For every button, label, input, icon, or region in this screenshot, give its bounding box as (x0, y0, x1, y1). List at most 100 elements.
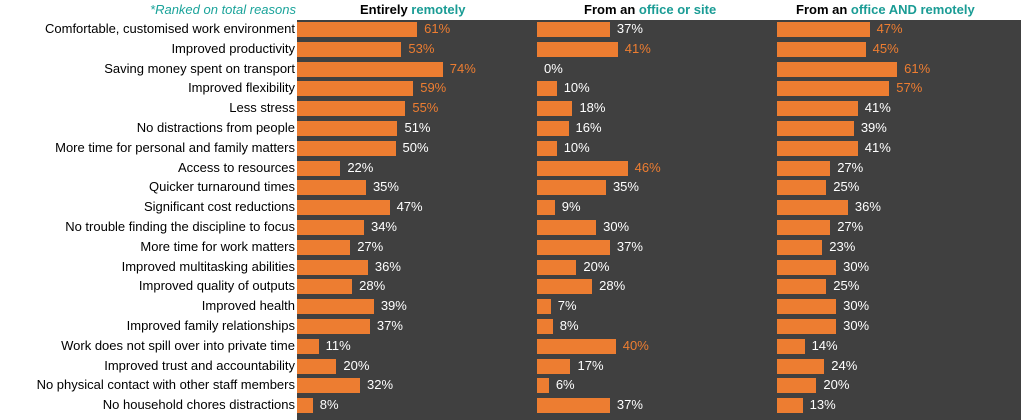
value-label: 6% (555, 377, 575, 393)
bar (537, 101, 573, 117)
bar (297, 160, 341, 176)
panel-header-prefix: From an (796, 2, 851, 17)
bar (537, 22, 610, 37)
category-label: Access to resources (177, 159, 295, 175)
value-label: 25% (833, 278, 860, 294)
bar (537, 121, 569, 136)
bar (777, 338, 805, 354)
bar (297, 22, 418, 37)
panel-3: 47% 45% 61% 57% 41% 39% 41% 27% 25% 36% 27% 23% 30% 2… (777, 20, 1021, 420)
bar (537, 160, 628, 176)
category-label: No household chores distractions (102, 397, 295, 413)
value-label: 30% (843, 318, 870, 333)
bar (777, 140, 858, 156)
value-label: 36% (374, 258, 401, 274)
bar (297, 61, 443, 77)
category-label: Work does not spill over into private ti… (61, 337, 295, 353)
panel-header-prefix: Entirely (360, 2, 412, 17)
category-label: No trouble finding the discipline to foc… (65, 219, 295, 234)
bar (777, 101, 858, 117)
bar (297, 239, 351, 255)
value-label: 51% (404, 120, 431, 135)
bar (297, 299, 374, 315)
value-label: 11% (325, 337, 351, 353)
value-label: 8% (559, 318, 579, 333)
bar (777, 180, 827, 196)
value-label: 37% (616, 21, 643, 36)
value-label: 45% (872, 40, 899, 56)
bar (297, 378, 361, 394)
bar (297, 140, 396, 156)
bar (777, 378, 817, 394)
value-label: 14% (811, 337, 838, 353)
value-label: 20% (583, 258, 610, 274)
value-label: 41% (864, 100, 891, 116)
category-label: Quicker turnaround times (149, 179, 295, 195)
panel-2: 37% 41% 0% 10% 18% 16% 10% 46% 35% 9% 30% 37% 20% 28%… (537, 20, 777, 420)
bar (537, 200, 555, 216)
panel-header-highlight: office AND remotely (850, 2, 975, 17)
value-label: 39% (380, 298, 407, 314)
value-label: 16% (575, 120, 602, 135)
value-label: 53% (408, 40, 435, 56)
ranking-note: *Ranked on total reasons (150, 2, 296, 17)
bar (777, 160, 831, 176)
bar (537, 220, 597, 235)
value-label: 39% (860, 120, 887, 135)
bar (537, 299, 551, 315)
value-label: 37% (376, 318, 403, 333)
bar (777, 41, 866, 57)
bar (297, 220, 364, 235)
value-label: 30% (843, 258, 870, 274)
value-label: 30% (603, 219, 630, 234)
bar (537, 319, 553, 334)
value-label: 22% (347, 159, 374, 175)
value-label: 8% (319, 397, 339, 413)
bar (777, 220, 831, 235)
value-label: 61% (424, 21, 451, 36)
value-label: 47% (876, 21, 903, 36)
value-label: 27% (837, 219, 864, 234)
bar (777, 121, 854, 136)
bar (777, 200, 848, 216)
value-label: 57% (896, 80, 923, 96)
category-label: Significant cost reductions (143, 199, 295, 215)
bar (537, 338, 616, 354)
bar (537, 358, 571, 374)
bar (537, 259, 577, 275)
value-label: 9% (561, 199, 581, 215)
category-label: Improved trust and accountability (104, 357, 295, 373)
value-label: 55% (412, 100, 439, 116)
value-label: 27% (837, 159, 864, 175)
bar (297, 200, 390, 216)
bar (777, 279, 827, 295)
category-label: Improved multitasking abilities (121, 258, 295, 274)
bar (297, 319, 370, 334)
category-label: Improved health (201, 298, 295, 314)
bar (777, 299, 837, 315)
value-label: 36% (854, 199, 881, 215)
value-label: 35% (612, 179, 639, 195)
bar (777, 61, 898, 77)
value-label: 18% (579, 100, 606, 116)
value-label: 50% (402, 139, 429, 155)
bar (537, 378, 549, 394)
value-label: 46% (634, 159, 661, 175)
panel-header-2: From an office or site (584, 2, 716, 17)
value-label: 30% (843, 298, 870, 314)
category-label: Less stress (229, 100, 295, 116)
bar (297, 398, 313, 414)
panel-header-highlight: office or site (638, 2, 717, 17)
panel-header-1: Entirely remotely (360, 2, 466, 17)
bar (297, 279, 353, 295)
value-label: 10% (563, 139, 590, 155)
value-label: 13% (809, 397, 836, 413)
value-label: 23% (829, 238, 856, 254)
category-label: Saving money spent on transport (104, 60, 295, 76)
bar (297, 259, 368, 275)
panel-header-highlight: remotely (411, 2, 466, 17)
panel-1: 61% 53% 74% 59% 55% 51% 50% 22% 35% 47% 34% 27% 36% 2… (297, 20, 537, 420)
value-label: 40% (622, 337, 649, 353)
value-label: 32% (367, 377, 394, 393)
category-label: No distractions from people (136, 120, 295, 135)
